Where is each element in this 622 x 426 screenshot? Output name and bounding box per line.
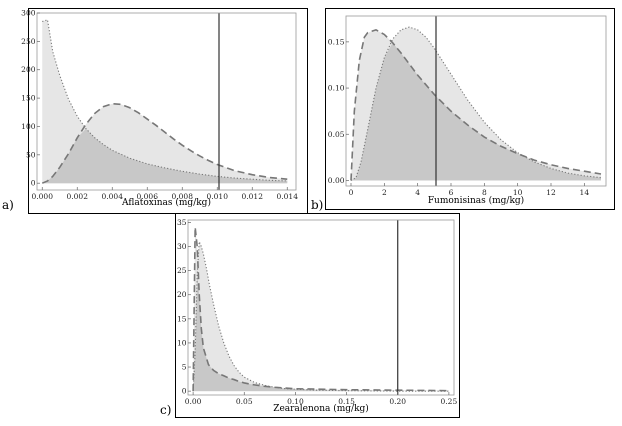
x-tick-label: 0.10: [287, 397, 304, 406]
panel-label-c: c): [160, 403, 172, 417]
plot-area: [350, 16, 602, 186]
x-tick-label: 0.002: [67, 192, 89, 201]
x-axis-label: Aflatoxinas (mg/kg): [121, 197, 211, 208]
x-tick-label: 10: [513, 188, 523, 197]
y-tick-label: 35: [177, 218, 187, 227]
x-tick-label: 12: [546, 188, 556, 197]
y-tick-label: 0.00: [328, 176, 345, 185]
series-line-dashed: [192, 227, 449, 392]
x-tick-label: 0.008: [172, 192, 194, 201]
y-tick-label: 0: [182, 387, 187, 396]
overlap-fill: [193, 275, 449, 392]
x-tick-label: 0.20: [389, 397, 406, 406]
x-tick-label: 0.05: [236, 397, 253, 406]
y-tick-label: 0: [31, 179, 36, 188]
x-tick-label: 14: [580, 188, 590, 197]
x-tick-label: 0.006: [137, 192, 159, 201]
y-tick-label: 0.10: [328, 84, 345, 93]
panel-c: 0.00 0.05 0.10 0.15 0.20 0.25 0 5 10 15 20 25 30 35 Ze…: [175, 213, 460, 418]
x-tick-label: 8: [482, 188, 487, 197]
y-tick-label: 25: [177, 266, 187, 275]
y-tick-label: 200: [21, 65, 36, 74]
x-tick-label: 0.004: [102, 192, 124, 201]
x-tick-label: 0.00: [185, 397, 202, 406]
x-tick-label: 0.15: [338, 397, 355, 406]
y-tick-label: 30: [177, 242, 187, 251]
x-tick-label: 0.010: [207, 192, 229, 201]
x-tick-label: 4: [415, 188, 420, 197]
x-tick-label: 6: [449, 188, 454, 197]
plot-frame: [36, 12, 297, 191]
panel-a: 0.000 0.002 0.004 0.006 0.008 0.010 0.012 0.014…: [21, 8, 308, 214]
chart-aflatoxinas: 0.000 0.002 0.004 0.006 0.008 0.010 0.012 0.014…: [21, 8, 308, 214]
series-line-dashed: [350, 28, 602, 181]
x-tick-label: 2: [382, 188, 387, 197]
y-tick-label: 150: [21, 94, 36, 103]
x-tick-label: 0.012: [242, 192, 264, 201]
panel-label-b: b): [311, 198, 324, 212]
x-tick-label: 0.25: [441, 397, 458, 406]
y-tick-label: 100: [21, 122, 36, 131]
y-tick-label: 20: [177, 290, 187, 299]
plot-frame: [345, 15, 607, 187]
panel-b: 0 2 4 6 8 10 12 14 0.00 0.05 0.10 0.15 Fumonisinas (…: [325, 8, 615, 210]
plot-area: [41, 13, 288, 190]
chart-zearalenona: 0.00 0.05 0.10 0.15 0.20 0.25 0 5 10 15 20 25 30 35 Ze…: [175, 213, 460, 418]
y-tick-label: 0.05: [328, 130, 345, 139]
x-axis-label: Fumonisinas (mg/kg): [428, 195, 524, 206]
x-tick-label: 0: [349, 188, 354, 197]
plot-frame: [187, 219, 455, 396]
y-tick-label: 300: [21, 9, 36, 18]
overlap-fill: [351, 42, 601, 181]
series-line-dotted: [192, 241, 449, 392]
y-tick-label: 15: [177, 314, 187, 323]
y-tick-label: 10: [177, 338, 187, 347]
x-tick-label: 0.000: [32, 192, 54, 201]
y-tick-label: 50: [26, 150, 36, 159]
y-tick-label: 0.15: [328, 37, 345, 46]
y-tick-label: 250: [21, 37, 36, 46]
plot-area: [192, 220, 449, 395]
y-tick-label: 5: [182, 363, 187, 372]
panel-label-a: a): [2, 198, 14, 212]
x-axis-label: Zearalenona (mg/kg): [273, 403, 369, 414]
chart-fumonisinas: 0 2 4 6 8 10 12 14 0.00 0.05 0.10 0.15 Fumonisinas (…: [325, 8, 615, 210]
overlap-fill: [42, 128, 288, 184]
x-tick-label: 0.014: [277, 192, 299, 201]
